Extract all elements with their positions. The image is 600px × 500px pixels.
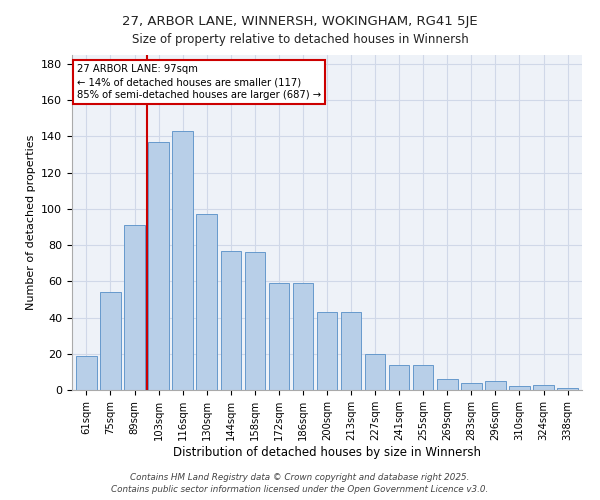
Text: 27 ARBOR LANE: 97sqm
← 14% of detached houses are smaller (117)
85% of semi-deta: 27 ARBOR LANE: 97sqm ← 14% of detached h… — [77, 64, 321, 100]
Bar — [533, 384, 554, 390]
Bar — [317, 312, 337, 390]
Bar — [124, 225, 145, 390]
Bar — [509, 386, 530, 390]
Bar — [437, 379, 458, 390]
Text: Contains HM Land Registry data © Crown copyright and database right 2025.
Contai: Contains HM Land Registry data © Crown c… — [112, 473, 488, 494]
Bar — [221, 250, 241, 390]
Bar — [76, 356, 97, 390]
Text: 27, ARBOR LANE, WINNERSH, WOKINGHAM, RG41 5JE: 27, ARBOR LANE, WINNERSH, WOKINGHAM, RG4… — [122, 15, 478, 28]
Bar — [293, 283, 313, 390]
Bar — [365, 354, 385, 390]
X-axis label: Distribution of detached houses by size in Winnersh: Distribution of detached houses by size … — [173, 446, 481, 458]
Bar — [341, 312, 361, 390]
Bar — [245, 252, 265, 390]
Bar — [148, 142, 169, 390]
Bar — [461, 383, 482, 390]
Bar — [100, 292, 121, 390]
Bar — [557, 388, 578, 390]
Bar — [485, 381, 506, 390]
Y-axis label: Number of detached properties: Number of detached properties — [26, 135, 35, 310]
Bar — [172, 131, 193, 390]
Bar — [269, 283, 289, 390]
Bar — [196, 214, 217, 390]
Bar — [413, 364, 433, 390]
Bar — [389, 364, 409, 390]
Text: Size of property relative to detached houses in Winnersh: Size of property relative to detached ho… — [131, 32, 469, 46]
